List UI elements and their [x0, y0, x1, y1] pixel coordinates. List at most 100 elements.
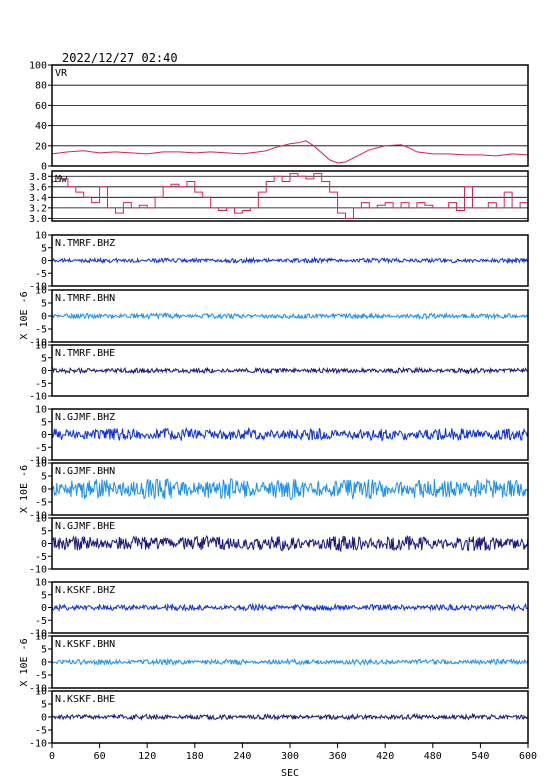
- y-tick-label: 5: [41, 645, 47, 656]
- y-axis-unit-label: X 10E -6: [19, 291, 30, 339]
- panel-label: N.TMRF.BHE: [55, 348, 115, 359]
- series-line: [51, 140, 529, 164]
- y-axis-unit-label: X 10E -6: [19, 638, 30, 686]
- chart-title: 2022/12/27 02:40: [62, 51, 178, 65]
- y-tick-label: 5: [41, 472, 47, 483]
- y-tick-label: -10: [29, 511, 47, 522]
- y-tick-label: 60: [35, 101, 47, 112]
- x-tick-label: 480: [424, 751, 442, 762]
- x-tick-label: 540: [471, 751, 489, 762]
- panel-n-tmrf-bhz: -10 -5 0 510 N.TMRF.BHZ: [29, 231, 529, 293]
- y-tick-label: 5: [41, 590, 47, 601]
- y-tick-label: 3.0: [29, 214, 47, 225]
- y-tick-label: 10: [35, 632, 47, 643]
- panel-mw: 3.03.23.43.63.8 Mw: [29, 170, 529, 225]
- panel-frame: [51, 408, 529, 461]
- y-tick-label: 0: [41, 713, 47, 724]
- x-axis: 0 60 120 180 240 300 360 420 480 540 600: [49, 743, 537, 762]
- y-tick-label: 0: [41, 485, 47, 496]
- y-tick-label: 3.2: [29, 203, 47, 214]
- y-tick-label: -10: [29, 565, 47, 576]
- panel-n-gjmf-bhe: -10 -5 0 510 N.GJMF.BHE: [29, 514, 529, 576]
- panel-frame: [51, 462, 529, 516]
- y-tick-label: 5: [41, 353, 47, 364]
- y-tick-label: 10: [35, 405, 47, 416]
- panel-label: N.GJMF.BHZ: [55, 412, 115, 423]
- y-tick-label: -5: [35, 726, 47, 737]
- series-line: [51, 426, 529, 442]
- panel-n-tmrf-bhe: -10 -5 0 510 N.TMRF.BHE: [29, 341, 529, 403]
- y-tick-label: -10: [29, 392, 47, 403]
- y-tick-label: 0: [41, 312, 47, 323]
- y-tick-label: -5: [35, 552, 47, 563]
- y-tick-label: -10: [29, 684, 47, 695]
- y-tick-label: 5: [41, 299, 47, 310]
- y-tick-label: -10: [29, 629, 47, 640]
- panel-label: N.KSKF.BHE: [55, 694, 115, 705]
- y-tick-label: -5: [35, 498, 47, 509]
- y-tick-label: 80: [35, 81, 47, 92]
- series-line: [51, 602, 529, 612]
- series-line: [51, 366, 529, 375]
- series-line: [51, 477, 529, 500]
- y-tick-label: 3.6: [29, 182, 47, 193]
- panel-frame: [51, 581, 529, 634]
- series-line: [51, 712, 529, 722]
- y-tick-label: 20: [35, 141, 47, 152]
- y-tick-label: -5: [35, 443, 47, 454]
- y-tick-label: 5: [41, 417, 47, 428]
- panel-label: N.KSKF.BHN: [55, 639, 115, 650]
- y-tick-label: 0: [41, 430, 47, 441]
- panel-frame: [51, 64, 529, 167]
- panel-frame: [51, 517, 529, 570]
- y-tick-label: 3.4: [29, 193, 47, 204]
- y-tick-label: 10: [35, 459, 47, 470]
- y-tick-label: -5: [35, 379, 47, 390]
- panel-frame: [51, 344, 529, 397]
- y-tick-label: 10: [35, 687, 47, 698]
- y-tick-label: -5: [35, 325, 47, 336]
- panel-label: N.TMRF.BHZ: [55, 238, 115, 249]
- panel-label: Mw: [55, 174, 68, 185]
- y-tick-label: -10: [29, 338, 47, 349]
- y-tick-label: 3.8: [29, 172, 47, 183]
- panel-frame: [51, 234, 529, 287]
- panel-label: N.TMRF.BHN: [55, 293, 115, 304]
- y-tick-label: 0: [41, 658, 47, 669]
- y-tick-label: 40: [35, 121, 47, 132]
- y-tick-label: 0: [41, 603, 47, 614]
- y-tick-label: 5: [41, 243, 47, 254]
- y-tick-label: 5: [41, 700, 47, 711]
- x-tick-label: 420: [376, 751, 394, 762]
- x-tick-label: 0: [49, 751, 55, 762]
- panel-label: N.GJMF.BHE: [55, 521, 115, 532]
- panel-vr: 0 20 40 60 80 100 VR: [29, 61, 529, 173]
- panel-frame: [51, 289, 529, 343]
- panel-label: VR: [55, 68, 68, 79]
- x-tick-label: 360: [329, 751, 347, 762]
- y-tick-label: 10: [35, 578, 47, 589]
- series-line: [51, 311, 529, 321]
- x-tick-label: 180: [186, 751, 204, 762]
- x-tick-label: 60: [94, 751, 106, 762]
- y-tick-label: 100: [29, 61, 47, 72]
- y-tick-label: 0: [41, 256, 47, 267]
- series-line: [51, 534, 529, 553]
- y-tick-label: -10: [29, 739, 47, 750]
- x-tick-label: 600: [519, 751, 537, 762]
- series-line: [51, 657, 529, 667]
- y-tick-label: 10: [35, 286, 47, 297]
- y-tick-label: 10: [35, 514, 47, 525]
- y-tick-label: 10: [35, 341, 47, 352]
- x-tick-label: 240: [233, 751, 251, 762]
- y-tick-label: -10: [29, 282, 47, 293]
- series-line: [52, 173, 529, 219]
- x-tick-label: 120: [138, 751, 156, 762]
- y-tick-label: -5: [35, 616, 47, 627]
- y-tick-label: -10: [29, 456, 47, 467]
- y-tick-label: -5: [35, 671, 47, 682]
- y-tick-label: 0: [41, 539, 47, 550]
